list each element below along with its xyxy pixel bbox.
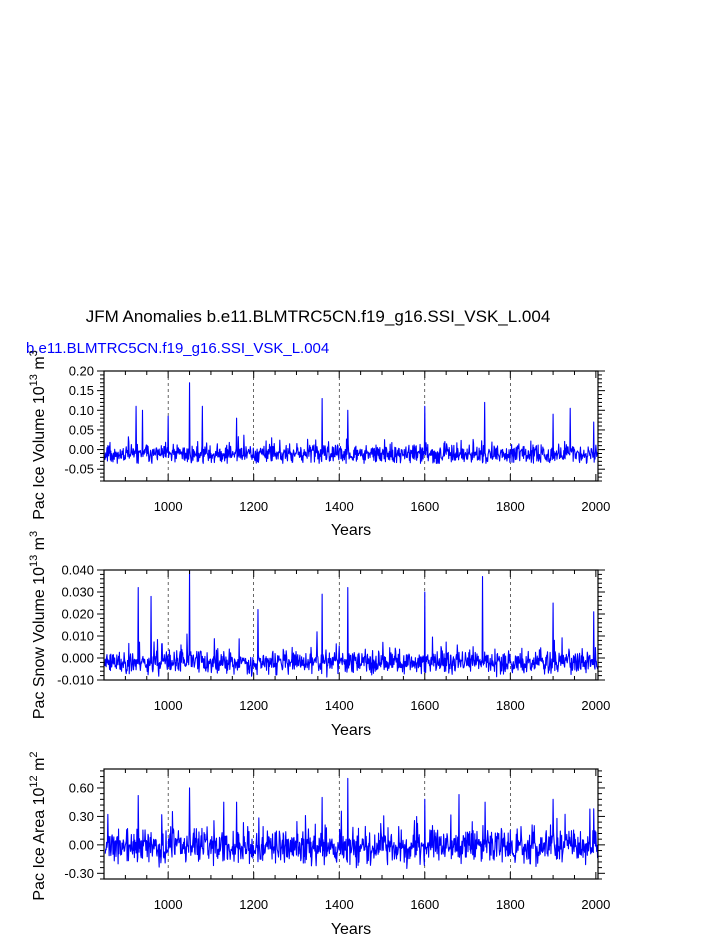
x-tick-label: 1800 bbox=[496, 897, 525, 912]
plot-frame bbox=[103, 768, 599, 880]
x-axis-label: Years bbox=[331, 522, 371, 539]
y-tick-label: 0.00 bbox=[69, 837, 94, 852]
series-line bbox=[104, 569, 599, 678]
x-tick-label: 2000 bbox=[581, 897, 610, 912]
plot-frame bbox=[103, 569, 599, 681]
panel-snow-volume: 1000 1200 1400 1600 1800 2000 -0.010 0.000 0.010… bbox=[28, 531, 610, 739]
y-tick-label: 0.60 bbox=[69, 780, 94, 795]
y-tick-label: 0.040 bbox=[61, 563, 94, 578]
y-axis-label: Pac Ice Area 1012 m2 bbox=[28, 751, 48, 900]
x-tick-label: 1600 bbox=[410, 897, 439, 912]
x-tick-label: 1200 bbox=[239, 897, 268, 912]
x-axis-label: Years bbox=[331, 722, 371, 739]
x-tick-label: 1800 bbox=[496, 499, 525, 514]
y-tick-label: 0.010 bbox=[61, 629, 94, 644]
x-tick-label: 1400 bbox=[325, 897, 354, 912]
x-axis-label: Years bbox=[331, 921, 371, 935]
y-tick-label: 0.20 bbox=[69, 364, 94, 379]
y-tick-label: 0.15 bbox=[69, 383, 94, 398]
y-tick-label: 0.30 bbox=[69, 809, 94, 824]
y-axis-label: Pac Ice Volume 1013 m3 bbox=[28, 350, 48, 520]
x-tick-label: 2000 bbox=[581, 698, 610, 713]
panel-ice-volume: 1000 1200 1400 1600 1800 2000 -0.05 0.00 0.05 0.1… bbox=[28, 350, 610, 539]
x-tick-label: 1400 bbox=[325, 499, 354, 514]
y-tick-label: 0.020 bbox=[61, 607, 94, 622]
figure-subtitle: b.e11.BLMTRC5CN.f19_g16.SSI_VSK_L.004 bbox=[26, 340, 329, 357]
series-line bbox=[104, 382, 599, 464]
x-tick-label: 2000 bbox=[581, 499, 610, 514]
y-tick-label: 0.030 bbox=[61, 585, 94, 600]
y-tick-label: -0.05 bbox=[64, 462, 94, 477]
x-tick-label: 1000 bbox=[154, 698, 183, 713]
x-tick-label: 1400 bbox=[325, 698, 354, 713]
x-tick-label: 1200 bbox=[239, 698, 268, 713]
y-axis-label: Pac Snow Volume 1013 m3 bbox=[28, 531, 48, 719]
x-tick-label: 1600 bbox=[410, 698, 439, 713]
plot-frame bbox=[103, 370, 599, 482]
y-tick-label: 0.10 bbox=[69, 403, 94, 418]
x-tick-label: 1800 bbox=[496, 698, 525, 713]
x-tick-label: 1200 bbox=[239, 499, 268, 514]
series-line bbox=[104, 777, 599, 870]
y-tick-label: 0.000 bbox=[61, 651, 94, 666]
x-tick-label: 1600 bbox=[410, 499, 439, 514]
x-tick-label: 1000 bbox=[154, 499, 183, 514]
figure-title: JFM Anomalies b.e11.BLMTRC5CN.f19_g16.SS… bbox=[86, 307, 551, 326]
x-tick-label: 1000 bbox=[154, 897, 183, 912]
y-tick-label: -0.010 bbox=[57, 673, 94, 688]
y-tick-label: -0.30 bbox=[64, 866, 94, 881]
y-tick-label: 0.00 bbox=[69, 442, 94, 457]
y-tick-label: 0.05 bbox=[69, 422, 94, 437]
panel-ice-area: 1000 1200 1400 1600 1800 2000 -0.30 0.00 0.30 0.6… bbox=[28, 751, 610, 935]
